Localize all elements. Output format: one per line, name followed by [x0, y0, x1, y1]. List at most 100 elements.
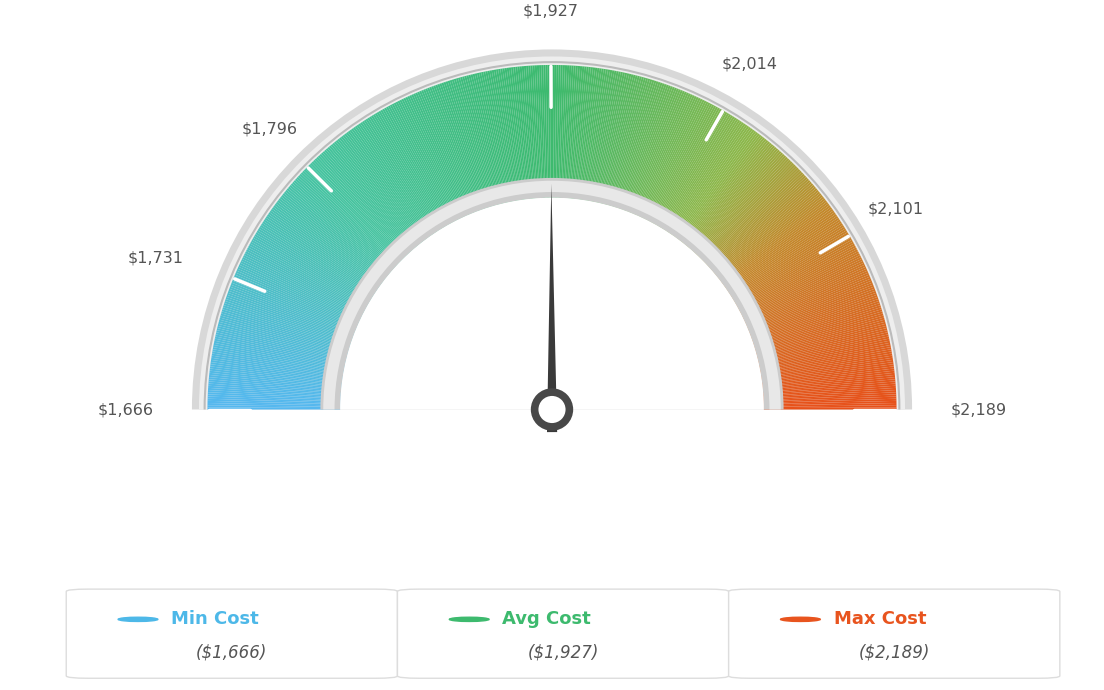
Wedge shape [753, 299, 879, 343]
Wedge shape [336, 140, 421, 245]
Wedge shape [528, 66, 539, 198]
Wedge shape [605, 76, 640, 205]
Wedge shape [446, 81, 488, 208]
Wedge shape [728, 217, 839, 293]
Wedge shape [407, 96, 464, 217]
Wedge shape [659, 112, 728, 227]
Wedge shape [208, 395, 340, 402]
Wedge shape [583, 68, 604, 200]
Wedge shape [444, 82, 487, 208]
Wedge shape [209, 380, 341, 392]
Wedge shape [615, 81, 657, 208]
Wedge shape [721, 201, 828, 283]
Wedge shape [231, 283, 355, 333]
Wedge shape [750, 285, 874, 334]
Wedge shape [340, 198, 764, 409]
Wedge shape [217, 324, 347, 358]
Wedge shape [509, 68, 527, 199]
Wedge shape [756, 317, 884, 354]
Text: Max Cost: Max Cost [834, 611, 926, 629]
Wedge shape [756, 319, 885, 355]
Wedge shape [287, 188, 390, 275]
Wedge shape [737, 241, 853, 308]
Wedge shape [661, 114, 731, 228]
Wedge shape [225, 297, 352, 342]
Wedge shape [323, 181, 781, 409]
Wedge shape [208, 392, 340, 400]
Wedge shape [241, 259, 361, 318]
Wedge shape [386, 106, 452, 224]
Wedge shape [250, 244, 367, 308]
Wedge shape [567, 66, 580, 199]
Wedge shape [584, 69, 606, 200]
Wedge shape [764, 390, 896, 399]
Wedge shape [390, 104, 454, 223]
Wedge shape [720, 200, 827, 282]
Wedge shape [761, 347, 891, 373]
Wedge shape [395, 101, 457, 221]
Wedge shape [274, 205, 381, 285]
FancyBboxPatch shape [66, 589, 397, 678]
Wedge shape [719, 197, 825, 279]
Wedge shape [539, 65, 545, 198]
Wedge shape [263, 221, 374, 295]
Wedge shape [711, 181, 811, 270]
Wedge shape [637, 94, 693, 216]
Wedge shape [248, 246, 365, 310]
Wedge shape [526, 66, 538, 198]
Wedge shape [743, 259, 863, 318]
Wedge shape [570, 66, 582, 199]
Wedge shape [261, 223, 374, 296]
Wedge shape [294, 180, 394, 269]
Wedge shape [307, 166, 402, 261]
Wedge shape [423, 89, 474, 213]
Wedge shape [735, 238, 852, 305]
Wedge shape [684, 141, 769, 246]
Wedge shape [609, 78, 648, 206]
Wedge shape [208, 403, 340, 407]
Wedge shape [643, 98, 701, 219]
Wedge shape [496, 69, 519, 201]
Wedge shape [233, 279, 357, 331]
Wedge shape [671, 124, 747, 235]
Wedge shape [466, 75, 500, 204]
Wedge shape [319, 154, 410, 253]
Wedge shape [452, 79, 491, 207]
Wedge shape [763, 384, 895, 395]
Wedge shape [374, 113, 444, 228]
Wedge shape [554, 65, 559, 198]
Wedge shape [505, 68, 524, 199]
Wedge shape [666, 119, 739, 231]
Wedge shape [252, 238, 369, 305]
Wedge shape [410, 95, 466, 217]
Wedge shape [332, 143, 418, 246]
Wedge shape [752, 295, 878, 340]
Wedge shape [758, 337, 889, 366]
Wedge shape [676, 130, 754, 238]
Wedge shape [550, 65, 552, 198]
Wedge shape [432, 86, 479, 211]
Wedge shape [740, 251, 859, 313]
Wedge shape [238, 265, 360, 322]
Wedge shape [670, 124, 745, 235]
Wedge shape [373, 114, 443, 228]
Wedge shape [620, 83, 665, 209]
FancyBboxPatch shape [729, 589, 1060, 678]
Wedge shape [221, 313, 349, 352]
Wedge shape [233, 277, 357, 329]
Wedge shape [322, 151, 412, 252]
Wedge shape [633, 91, 684, 214]
Wedge shape [665, 117, 736, 230]
Wedge shape [668, 121, 742, 233]
Wedge shape [741, 253, 860, 315]
Wedge shape [649, 104, 712, 222]
Wedge shape [213, 345, 344, 371]
Wedge shape [764, 407, 896, 409]
Wedge shape [359, 124, 434, 235]
Wedge shape [559, 65, 565, 198]
Wedge shape [613, 79, 652, 207]
Wedge shape [212, 353, 343, 376]
Wedge shape [518, 66, 532, 199]
Wedge shape [758, 335, 889, 364]
Wedge shape [272, 207, 381, 286]
